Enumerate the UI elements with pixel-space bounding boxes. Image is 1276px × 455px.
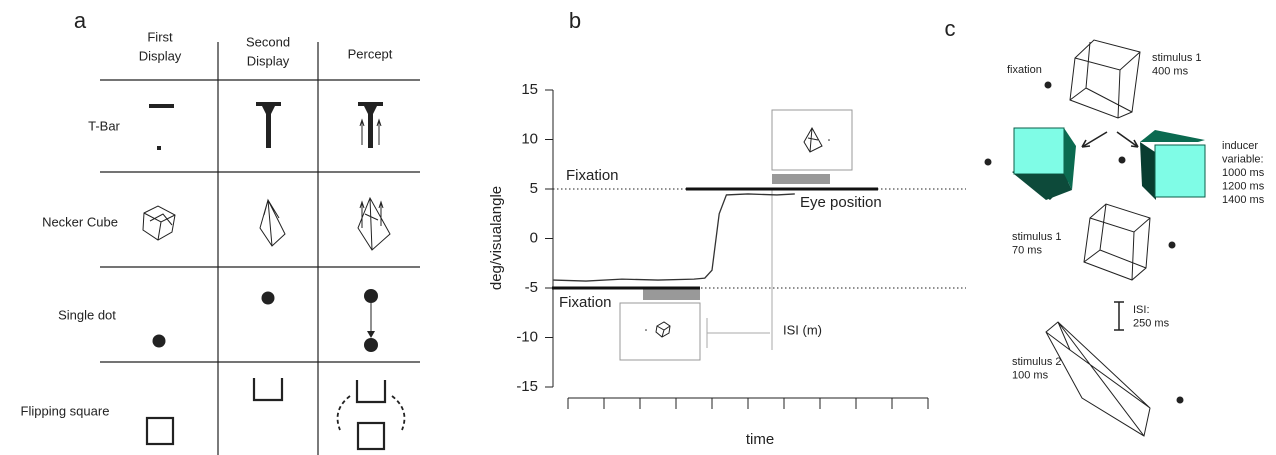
stimulus-label: 70 ms <box>1012 244 1042 256</box>
y-tick-label: 15 <box>521 81 538 98</box>
stimulus-label: inducer <box>1222 140 1258 152</box>
inset-images <box>619 109 853 361</box>
y-tick-label: -15 <box>516 378 538 395</box>
stimulus-label: stimulus 1 <box>1152 52 1202 64</box>
dot-icons <box>152 289 378 352</box>
stimulus-drawings <box>984 39 1206 437</box>
row-label: T-Bar <box>88 118 120 133</box>
row-label: Flipping square <box>21 403 110 418</box>
column-header: Display <box>139 48 182 63</box>
panel-label: a <box>74 8 87 33</box>
stimulus-label: 1200 ms <box>1222 180 1265 192</box>
stimulus-label: 250 ms <box>1133 317 1170 329</box>
stimulus-label: 1400 ms <box>1222 194 1265 206</box>
annotation: Fixation <box>559 294 612 311</box>
column-header: Percept <box>348 46 393 61</box>
panel-label: b <box>569 8 581 33</box>
stimulus-label: ISI: <box>1133 304 1150 316</box>
stimulus-label: fixation <box>1007 64 1042 76</box>
table-grid <box>100 42 420 455</box>
row-label: Necker Cube <box>42 214 118 229</box>
stimulus-label: variable: <box>1222 153 1264 165</box>
t-bar-icons <box>149 102 383 150</box>
eye-trace <box>553 193 795 282</box>
stimulus-label: stimulus 2 <box>1012 356 1062 368</box>
column-header: First <box>147 29 173 44</box>
row-label: Single dot <box>58 307 116 322</box>
stimulus-label: stimulus 1 <box>1012 231 1062 243</box>
stimulus-label: 400 ms <box>1152 65 1189 77</box>
column-header: Second <box>246 34 290 49</box>
y-tick-label: 5 <box>530 180 538 197</box>
square-icons <box>145 378 406 451</box>
annotation: Fixation <box>566 167 619 184</box>
series-label: Eye position <box>800 194 882 211</box>
y-tick-label: 0 <box>530 229 538 246</box>
y-tick-label: -5 <box>525 279 538 296</box>
x-axis-label: time <box>746 431 774 448</box>
annotation: ISI (m) <box>783 322 822 337</box>
stimulus-label: 100 ms <box>1012 369 1049 381</box>
y-tick-label: -10 <box>516 328 538 345</box>
panel-label: c <box>945 16 956 41</box>
stimulus-label: 1000 ms <box>1222 167 1265 179</box>
y-tick-label: 10 <box>521 130 538 147</box>
column-header: Display <box>247 53 290 68</box>
necker-icons <box>142 196 391 251</box>
y-axis-label: deg/visualangle <box>488 186 505 290</box>
